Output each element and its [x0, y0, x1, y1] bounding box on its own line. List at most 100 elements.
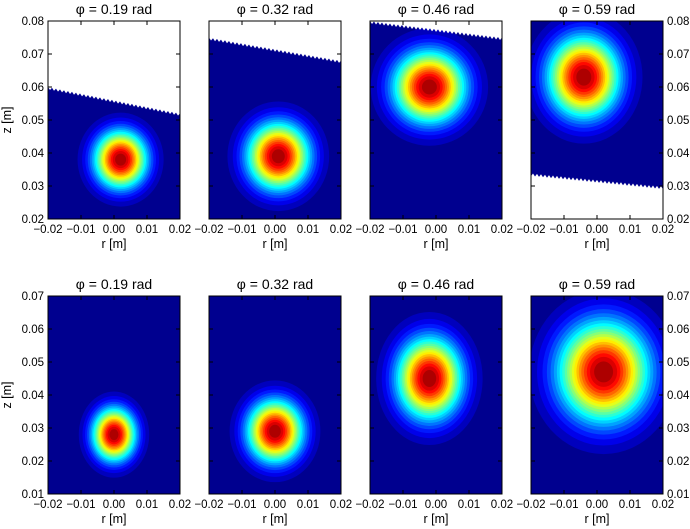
- x-tick-label: −0.01: [388, 224, 417, 236]
- x-tick-label: 0.02: [169, 224, 191, 236]
- y-tick-label: 0.06: [667, 324, 689, 336]
- x-axis-label: r [m]: [102, 237, 127, 251]
- y-tick-label: 0.04: [667, 390, 690, 402]
- x-tick-label: 0.01: [136, 499, 158, 511]
- x-tick-label: −0.02: [33, 224, 62, 236]
- panel-title: φ = 0.32 rad: [237, 276, 313, 292]
- x-tick-label: 0.00: [103, 224, 125, 236]
- x-tick-label: 0.02: [652, 499, 674, 511]
- y-tick-label: 0.07: [667, 49, 689, 61]
- y-tick-label: 0.04: [22, 148, 45, 160]
- y-tick-label: 0.05: [667, 115, 689, 127]
- y-tick-label: 0.05: [22, 357, 44, 369]
- intensity-field: [209, 296, 341, 494]
- intensity-contour: [269, 424, 281, 438]
- intensity-field: [370, 21, 502, 219]
- intensity-contour: [109, 429, 119, 441]
- x-tick-label: 0.00: [425, 224, 447, 236]
- x-axis-label: r [m]: [585, 512, 610, 526]
- x-tick-label: 0.00: [586, 499, 608, 511]
- x-tick-label: 0.02: [652, 224, 674, 236]
- x-tick-label: −0.02: [516, 499, 545, 511]
- y-tick-label: 0.03: [667, 423, 689, 435]
- x-tick-label: 0.02: [330, 499, 352, 511]
- intensity-contour: [422, 370, 437, 387]
- x-tick-label: −0.02: [355, 224, 384, 236]
- x-axis-label: r [m]: [263, 512, 288, 526]
- intensity-field: [48, 296, 180, 494]
- y-tick-label: 0.07: [22, 49, 44, 61]
- x-tick-label: 0.00: [264, 224, 286, 236]
- x-tick-label: −0.01: [549, 499, 578, 511]
- x-tick-label: −0.02: [33, 499, 62, 511]
- x-tick-label: −0.01: [227, 224, 256, 236]
- x-tick-label: −0.01: [549, 224, 578, 236]
- x-axis-label: r [m]: [585, 237, 610, 251]
- x-tick-label: −0.02: [355, 499, 384, 511]
- panel-title: φ = 0.59 rad: [559, 1, 635, 17]
- panel-title: φ = 0.19 rad: [76, 1, 152, 17]
- x-axis-label: r [m]: [263, 237, 288, 251]
- heatmap-panel: φ = 0.32 rad −0.02 −0.01 0.00 0.01 0.02 r [m]: [194, 276, 352, 526]
- x-tick-label: 0.01: [297, 499, 319, 511]
- heatmap-panel: φ = 0.19 rad −0.02 −0.01 0.00 0.01 0.02 r [m] 0…: [0, 1, 191, 251]
- x-axis-label: r [m]: [102, 512, 127, 526]
- y-tick-label: 0.02: [22, 214, 44, 226]
- y-tick-label: 0.08: [667, 16, 689, 28]
- y-tick-label: 0.03: [22, 181, 44, 193]
- y-tick-label: 0.01: [22, 489, 44, 501]
- y-tick-label: 0.07: [22, 291, 44, 303]
- y-axis-label: z [m]: [0, 381, 14, 408]
- x-tick-label: −0.01: [66, 499, 95, 511]
- intensity-contour: [421, 79, 437, 95]
- y-tick-label: 0.05: [22, 115, 44, 127]
- x-tick-label: 0.01: [619, 224, 641, 236]
- x-tick-label: 0.01: [136, 224, 158, 236]
- x-axis-label: r [m]: [424, 237, 449, 251]
- x-tick-label: −0.02: [194, 224, 223, 236]
- x-tick-label: −0.01: [388, 499, 417, 511]
- x-tick-label: −0.01: [66, 224, 95, 236]
- panel-title: φ = 0.59 rad: [559, 276, 635, 292]
- y-tick-label: 0.04: [667, 148, 690, 160]
- x-tick-label: 0.01: [297, 224, 319, 236]
- y-tick-label: 0.02: [667, 214, 689, 226]
- x-tick-label: 0.00: [586, 224, 608, 236]
- x-tick-label: 0.00: [264, 499, 286, 511]
- x-tick-label: 0.00: [425, 499, 447, 511]
- x-tick-label: 0.01: [619, 499, 641, 511]
- intensity-field: [48, 87, 180, 219]
- intensity-contour: [594, 361, 614, 383]
- y-tick-label: 0.02: [22, 456, 44, 468]
- x-tick-label: 0.02: [491, 499, 513, 511]
- x-tick-label: 0.01: [458, 499, 480, 511]
- heatmap-panel: φ = 0.59 rad −0.02 −0.01 0.00 0.01 0.02 r [m] 0…: [516, 1, 690, 251]
- x-axis-label: r [m]: [424, 512, 449, 526]
- heatmap-panel: φ = 0.19 rad −0.02 −0.01 0.00 0.01 0.02 r [m] 0…: [0, 276, 191, 526]
- x-tick-label: −0.01: [227, 499, 256, 511]
- panel-title: φ = 0.46 rad: [398, 276, 474, 292]
- heatmap-panel: φ = 0.46 rad −0.02 −0.01 0.00 0.01 0.02 r [m]: [355, 276, 513, 526]
- y-tick-label: 0.03: [667, 181, 689, 193]
- x-tick-label: −0.02: [516, 224, 545, 236]
- heatmap-panel: φ = 0.32 rad −0.02 −0.01 0.00 0.01 0.02 r [m]: [194, 1, 352, 251]
- x-tick-label: 0.02: [169, 499, 191, 511]
- intensity-contour: [576, 68, 592, 86]
- y-tick-label: 0.02: [667, 456, 689, 468]
- intensity-field: [209, 37, 341, 219]
- x-tick-label: −0.02: [194, 499, 223, 511]
- y-tick-label: 0.06: [22, 82, 44, 94]
- y-tick-label: 0.08: [22, 16, 44, 28]
- x-tick-label: 0.02: [330, 224, 352, 236]
- panel-title: φ = 0.32 rad: [237, 1, 313, 17]
- x-tick-label: 0.02: [491, 224, 513, 236]
- intensity-field: [531, 296, 663, 494]
- y-tick-label: 0.03: [22, 423, 44, 435]
- heatmap-panel: φ = 0.59 rad−0.02 −0.01 0.00 0.01 0.02r [m]0…: [516, 276, 690, 526]
- y-axis-label: z [m]: [0, 106, 14, 133]
- y-tick-label: 0.07: [667, 291, 689, 303]
- y-tick-label: 0.01: [667, 489, 689, 501]
- intensity-contour: [271, 149, 285, 164]
- y-tick-label: 0.05: [667, 357, 689, 369]
- panel-title: φ = 0.19 rad: [76, 276, 152, 292]
